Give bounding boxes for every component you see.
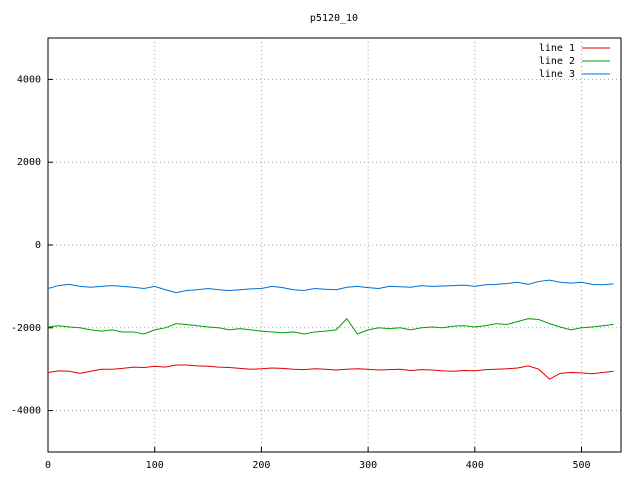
x-tick-label: 400 xyxy=(466,460,484,471)
x-tick-label: 200 xyxy=(252,460,270,471)
y-tick-label: 4000 xyxy=(17,74,41,85)
legend-label: line 2 xyxy=(539,56,575,67)
chart-title: p5120_10 xyxy=(310,13,358,24)
x-tick-label: 300 xyxy=(359,460,377,471)
x-tick-label: 0 xyxy=(45,460,51,471)
x-tick-label: 500 xyxy=(572,460,590,471)
x-tick-label: 100 xyxy=(146,460,164,471)
legend-label: line 3 xyxy=(539,69,575,80)
y-tick-label: -4000 xyxy=(11,406,41,417)
y-tick-label: -2000 xyxy=(11,323,41,334)
y-tick-label: 0 xyxy=(35,240,41,251)
series-line xyxy=(47,317,614,335)
series-line xyxy=(47,279,614,294)
series-line xyxy=(47,364,614,380)
y-tick-label: 2000 xyxy=(17,157,41,168)
legend-label: line 1 xyxy=(539,43,575,54)
plot-frame xyxy=(47,37,622,453)
